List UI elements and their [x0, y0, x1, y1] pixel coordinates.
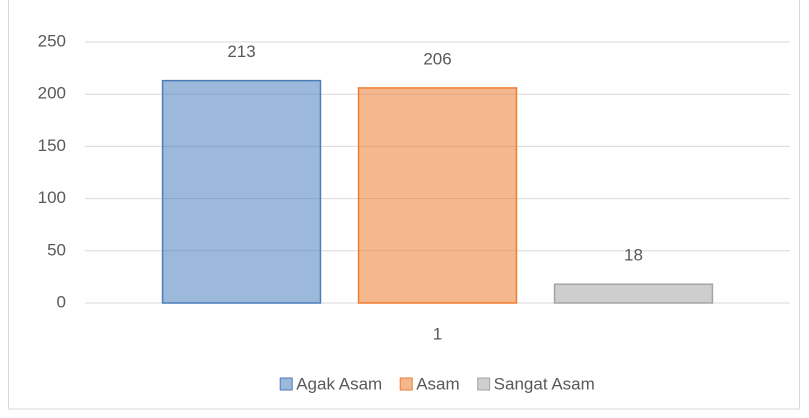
bar: [553, 283, 714, 304]
x-tick-label: 1: [433, 324, 442, 343]
data-label: 206: [423, 49, 451, 68]
y-tick-label: 0: [57, 292, 66, 311]
y-tick-label: 200: [38, 84, 66, 103]
bar: [357, 87, 518, 304]
y-tick-label: 250: [38, 31, 66, 50]
y-tick-label: 100: [38, 188, 66, 207]
bar: [161, 79, 322, 304]
legend-swatch: [279, 377, 293, 391]
legend-label: Sangat Asam: [494, 374, 595, 393]
chart-border: [8, 0, 800, 410]
legend-swatch: [477, 377, 491, 391]
legend-label: Asam: [416, 374, 459, 393]
y-tick-label: 50: [47, 240, 66, 259]
legend-swatch: [399, 377, 413, 391]
legend-label: Agak Asam: [296, 374, 382, 393]
y-tick-label: 150: [38, 136, 66, 155]
data-label: 213: [227, 42, 255, 61]
data-label: 18: [624, 246, 643, 265]
